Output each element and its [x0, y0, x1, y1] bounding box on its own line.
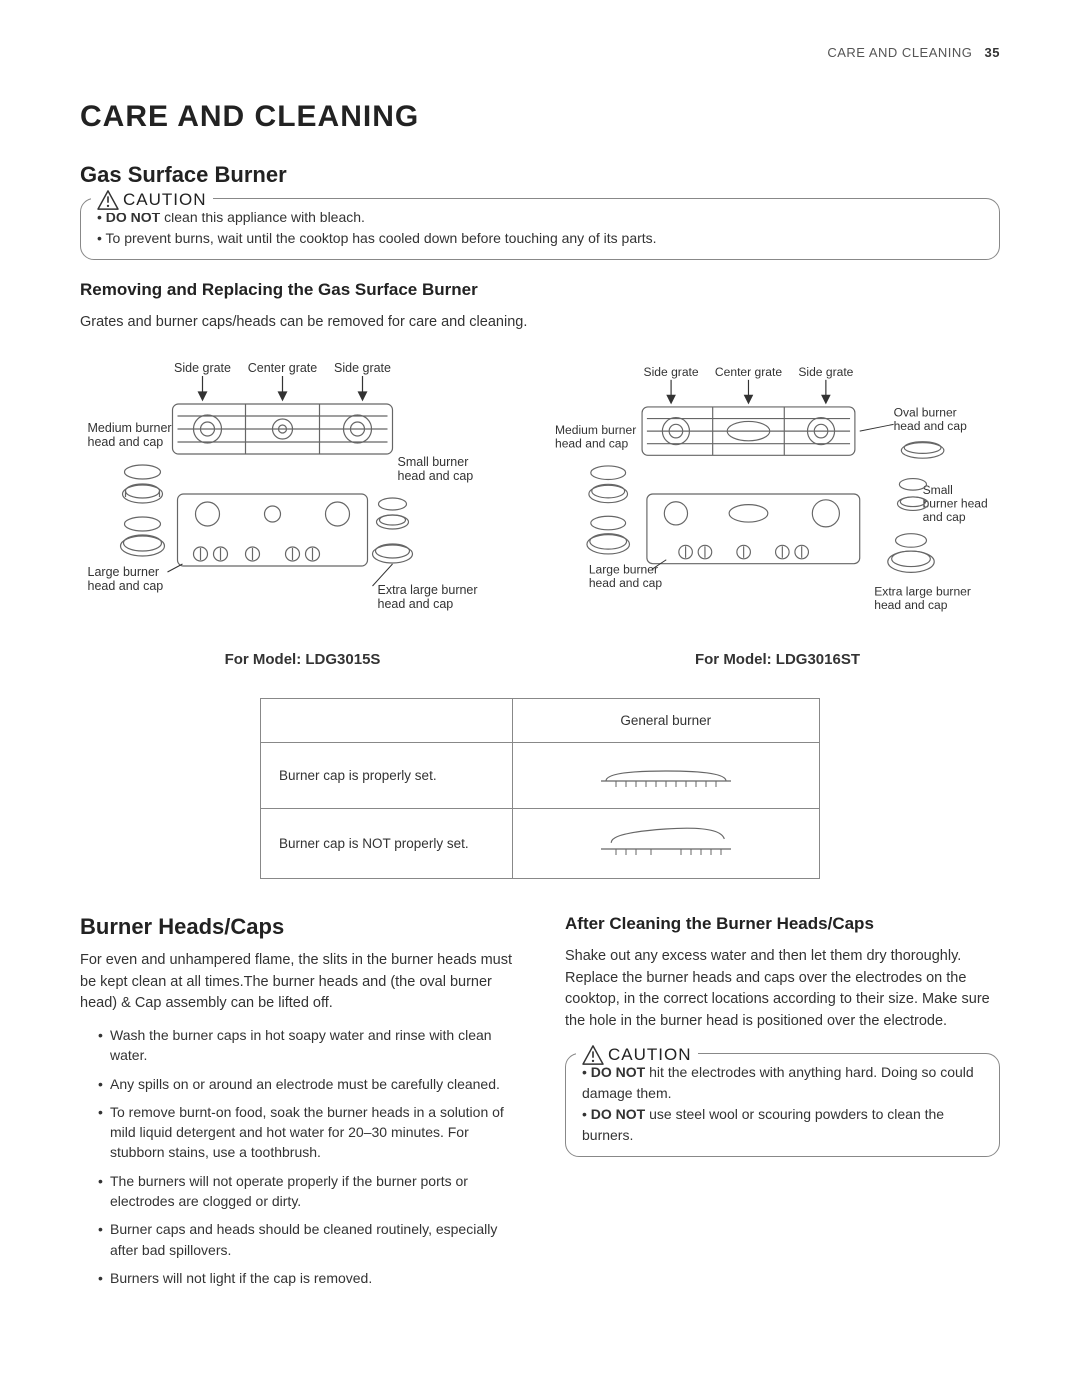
svg-text:Medium burner head and: Medium burner head and cap [555, 423, 640, 451]
cooktop-diagram-svg: Side grate Center grate Side grate [555, 354, 1000, 634]
header-section: CARE AND CLEANING [827, 45, 972, 60]
caution-item: DO NOT clean this appliance with bleach. [97, 207, 985, 228]
subheading-removing: Removing and Replacing the Gas Surface B… [80, 280, 1000, 300]
caution-list: DO NOT clean this appliance with bleach.… [95, 207, 985, 249]
after-cleaning-body: Shake out any excess water and then let … [565, 946, 1000, 1033]
th-blank [261, 698, 513, 742]
bullet-item: Burners will not light if the cap is rem… [98, 1268, 515, 1288]
bullet-item: To remove burnt-on food, soak the burner… [98, 1102, 515, 1163]
caution-item: DO NOT use steel wool or scouring powder… [582, 1104, 985, 1146]
caution-box-2: CAUTION DO NOT hit the electrodes with a… [565, 1053, 1000, 1157]
caution-item: DO NOT hit the electrodes with anything … [582, 1062, 985, 1104]
burner-cap-table: General burner Burner cap is properly se… [260, 698, 820, 879]
th-general: General burner [512, 698, 819, 742]
diagram-row: Side grate Center grate Side grate [80, 354, 1000, 639]
diagram-left: Side grate Center grate Side grate [80, 354, 525, 639]
svg-text:Large burner head and: Large burner head and cap [88, 565, 164, 593]
page-number: 35 [985, 45, 1000, 60]
svg-text:Extra large burner hea: Extra large burner head and cap [874, 584, 974, 612]
caution-box-1: CAUTION DO NOT clean this appliance with… [80, 198, 1000, 260]
two-column-layout: Burner Heads/Caps For even and unhampere… [80, 914, 1000, 1297]
caution-label: CAUTION [576, 1042, 698, 1068]
bullet-item: Any spills on or around an electrode mus… [98, 1074, 515, 1094]
heading-burner-heads: Burner Heads/Caps [80, 914, 515, 940]
burner-heads-bullets: Wash the burner caps in hot soapy water … [80, 1025, 515, 1288]
model-right: For Model: LDG3016ST [555, 651, 1000, 668]
bullet-item: The burners will not operate properly if… [98, 1171, 515, 1212]
page-title: CARE AND CLEANING [80, 100, 1000, 134]
svg-text:Side grate: Side grate [174, 361, 231, 375]
svg-text:Small burner head and: Small burner head and cap [398, 455, 474, 483]
cooktop-diagram-svg: Side grate Center grate Side grate [80, 354, 525, 634]
svg-text:Medium burner head and: Medium burner head and cap [88, 421, 176, 449]
svg-text:Center grate: Center grate [715, 365, 782, 379]
caution-text: CAUTION [123, 187, 207, 213]
caution-text: CAUTION [608, 1042, 692, 1068]
burner-heads-intro: For even and unhampered flame, the slits… [80, 950, 515, 1015]
svg-text:Side grate: Side grate [798, 365, 853, 379]
diagram-cap-improper [512, 808, 819, 878]
caution-list: DO NOT hit the electrodes with anything … [580, 1062, 985, 1146]
svg-text:Side grate: Side grate [644, 365, 699, 379]
heading-after-cleaning: After Cleaning the Burner Heads/Caps [565, 914, 1000, 934]
bullet-item: Wash the burner caps in hot soapy water … [98, 1025, 515, 1066]
model-left: For Model: LDG3015S [80, 651, 525, 668]
diagram-right: Side grate Center grate Side grate [555, 354, 1000, 639]
section-gas-burner-heading: Gas Surface Burner [80, 162, 1000, 188]
caution-label: CAUTION [91, 187, 213, 213]
svg-text:Center grate: Center grate [248, 361, 318, 375]
model-labels: For Model: LDG3015S For Model: LDG3016ST [80, 651, 1000, 668]
intro-text: Grates and burner caps/heads can be remo… [80, 312, 1000, 334]
svg-text:Extra large burner hea: Extra large burner head and cap [378, 583, 482, 611]
svg-text:Large burner head and: Large burner head and cap [589, 562, 662, 590]
caution-item: To prevent burns, wait until the cooktop… [97, 228, 985, 249]
diagram-cap-proper [512, 742, 819, 808]
bullet-item: Burner caps and heads should be cleaned … [98, 1219, 515, 1260]
page-header: CARE AND CLEANING 35 [80, 45, 1000, 60]
svg-text:Small burner head: Small burner head and cap [923, 483, 992, 524]
row-improper: Burner cap is NOT properly set. [261, 808, 513, 878]
warning-icon [97, 190, 119, 210]
svg-text:Oval burner head and c: Oval burner head and cap [894, 405, 967, 433]
col-left: Burner Heads/Caps For even and unhampere… [80, 914, 515, 1297]
svg-text:Side grate: Side grate [334, 361, 391, 375]
row-proper: Burner cap is properly set. [261, 742, 513, 808]
col-right: After Cleaning the Burner Heads/Caps Sha… [565, 914, 1000, 1297]
warning-icon [582, 1045, 604, 1065]
